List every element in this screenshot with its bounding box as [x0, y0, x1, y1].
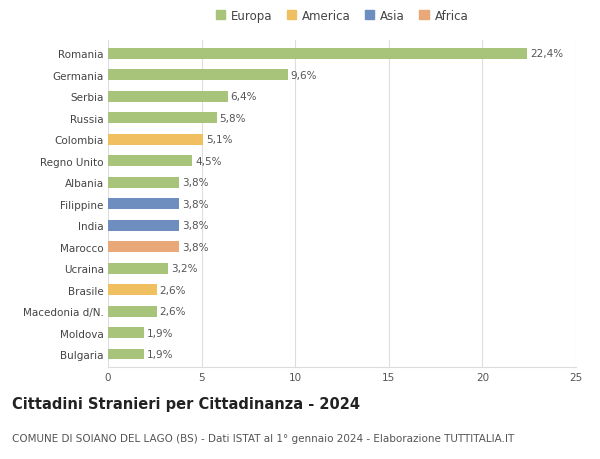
Bar	[108, 156, 192, 167]
Bar	[108, 199, 179, 210]
Text: 22,4%: 22,4%	[530, 49, 563, 59]
Text: 3,8%: 3,8%	[182, 178, 208, 188]
Text: 6,4%: 6,4%	[230, 92, 257, 102]
Bar	[108, 220, 179, 231]
Bar	[108, 70, 288, 81]
Text: 5,1%: 5,1%	[206, 135, 233, 145]
Bar	[108, 306, 157, 317]
Text: 2,6%: 2,6%	[160, 307, 186, 316]
Bar	[108, 285, 157, 296]
Bar	[108, 242, 179, 252]
Text: 5,8%: 5,8%	[220, 113, 246, 123]
Bar	[108, 134, 203, 146]
Text: 3,8%: 3,8%	[182, 199, 208, 209]
Text: Cittadini Stranieri per Cittadinanza - 2024: Cittadini Stranieri per Cittadinanza - 2…	[12, 397, 360, 412]
Text: 3,8%: 3,8%	[182, 221, 208, 231]
Text: 1,9%: 1,9%	[146, 349, 173, 359]
Bar	[108, 263, 168, 274]
Text: COMUNE DI SOIANO DEL LAGO (BS) - Dati ISTAT al 1° gennaio 2024 - Elaborazione TU: COMUNE DI SOIANO DEL LAGO (BS) - Dati IS…	[12, 433, 514, 442]
Legend: Europa, America, Asia, Africa: Europa, America, Asia, Africa	[211, 5, 473, 27]
Text: 9,6%: 9,6%	[290, 71, 317, 81]
Text: 3,2%: 3,2%	[171, 263, 197, 274]
Text: 1,9%: 1,9%	[146, 328, 173, 338]
Bar	[108, 113, 217, 124]
Bar	[108, 49, 527, 60]
Text: 2,6%: 2,6%	[160, 285, 186, 295]
Bar	[108, 178, 179, 188]
Bar	[108, 328, 143, 338]
Bar	[108, 92, 228, 102]
Text: 3,8%: 3,8%	[182, 242, 208, 252]
Text: 4,5%: 4,5%	[195, 157, 221, 166]
Bar	[108, 349, 143, 360]
